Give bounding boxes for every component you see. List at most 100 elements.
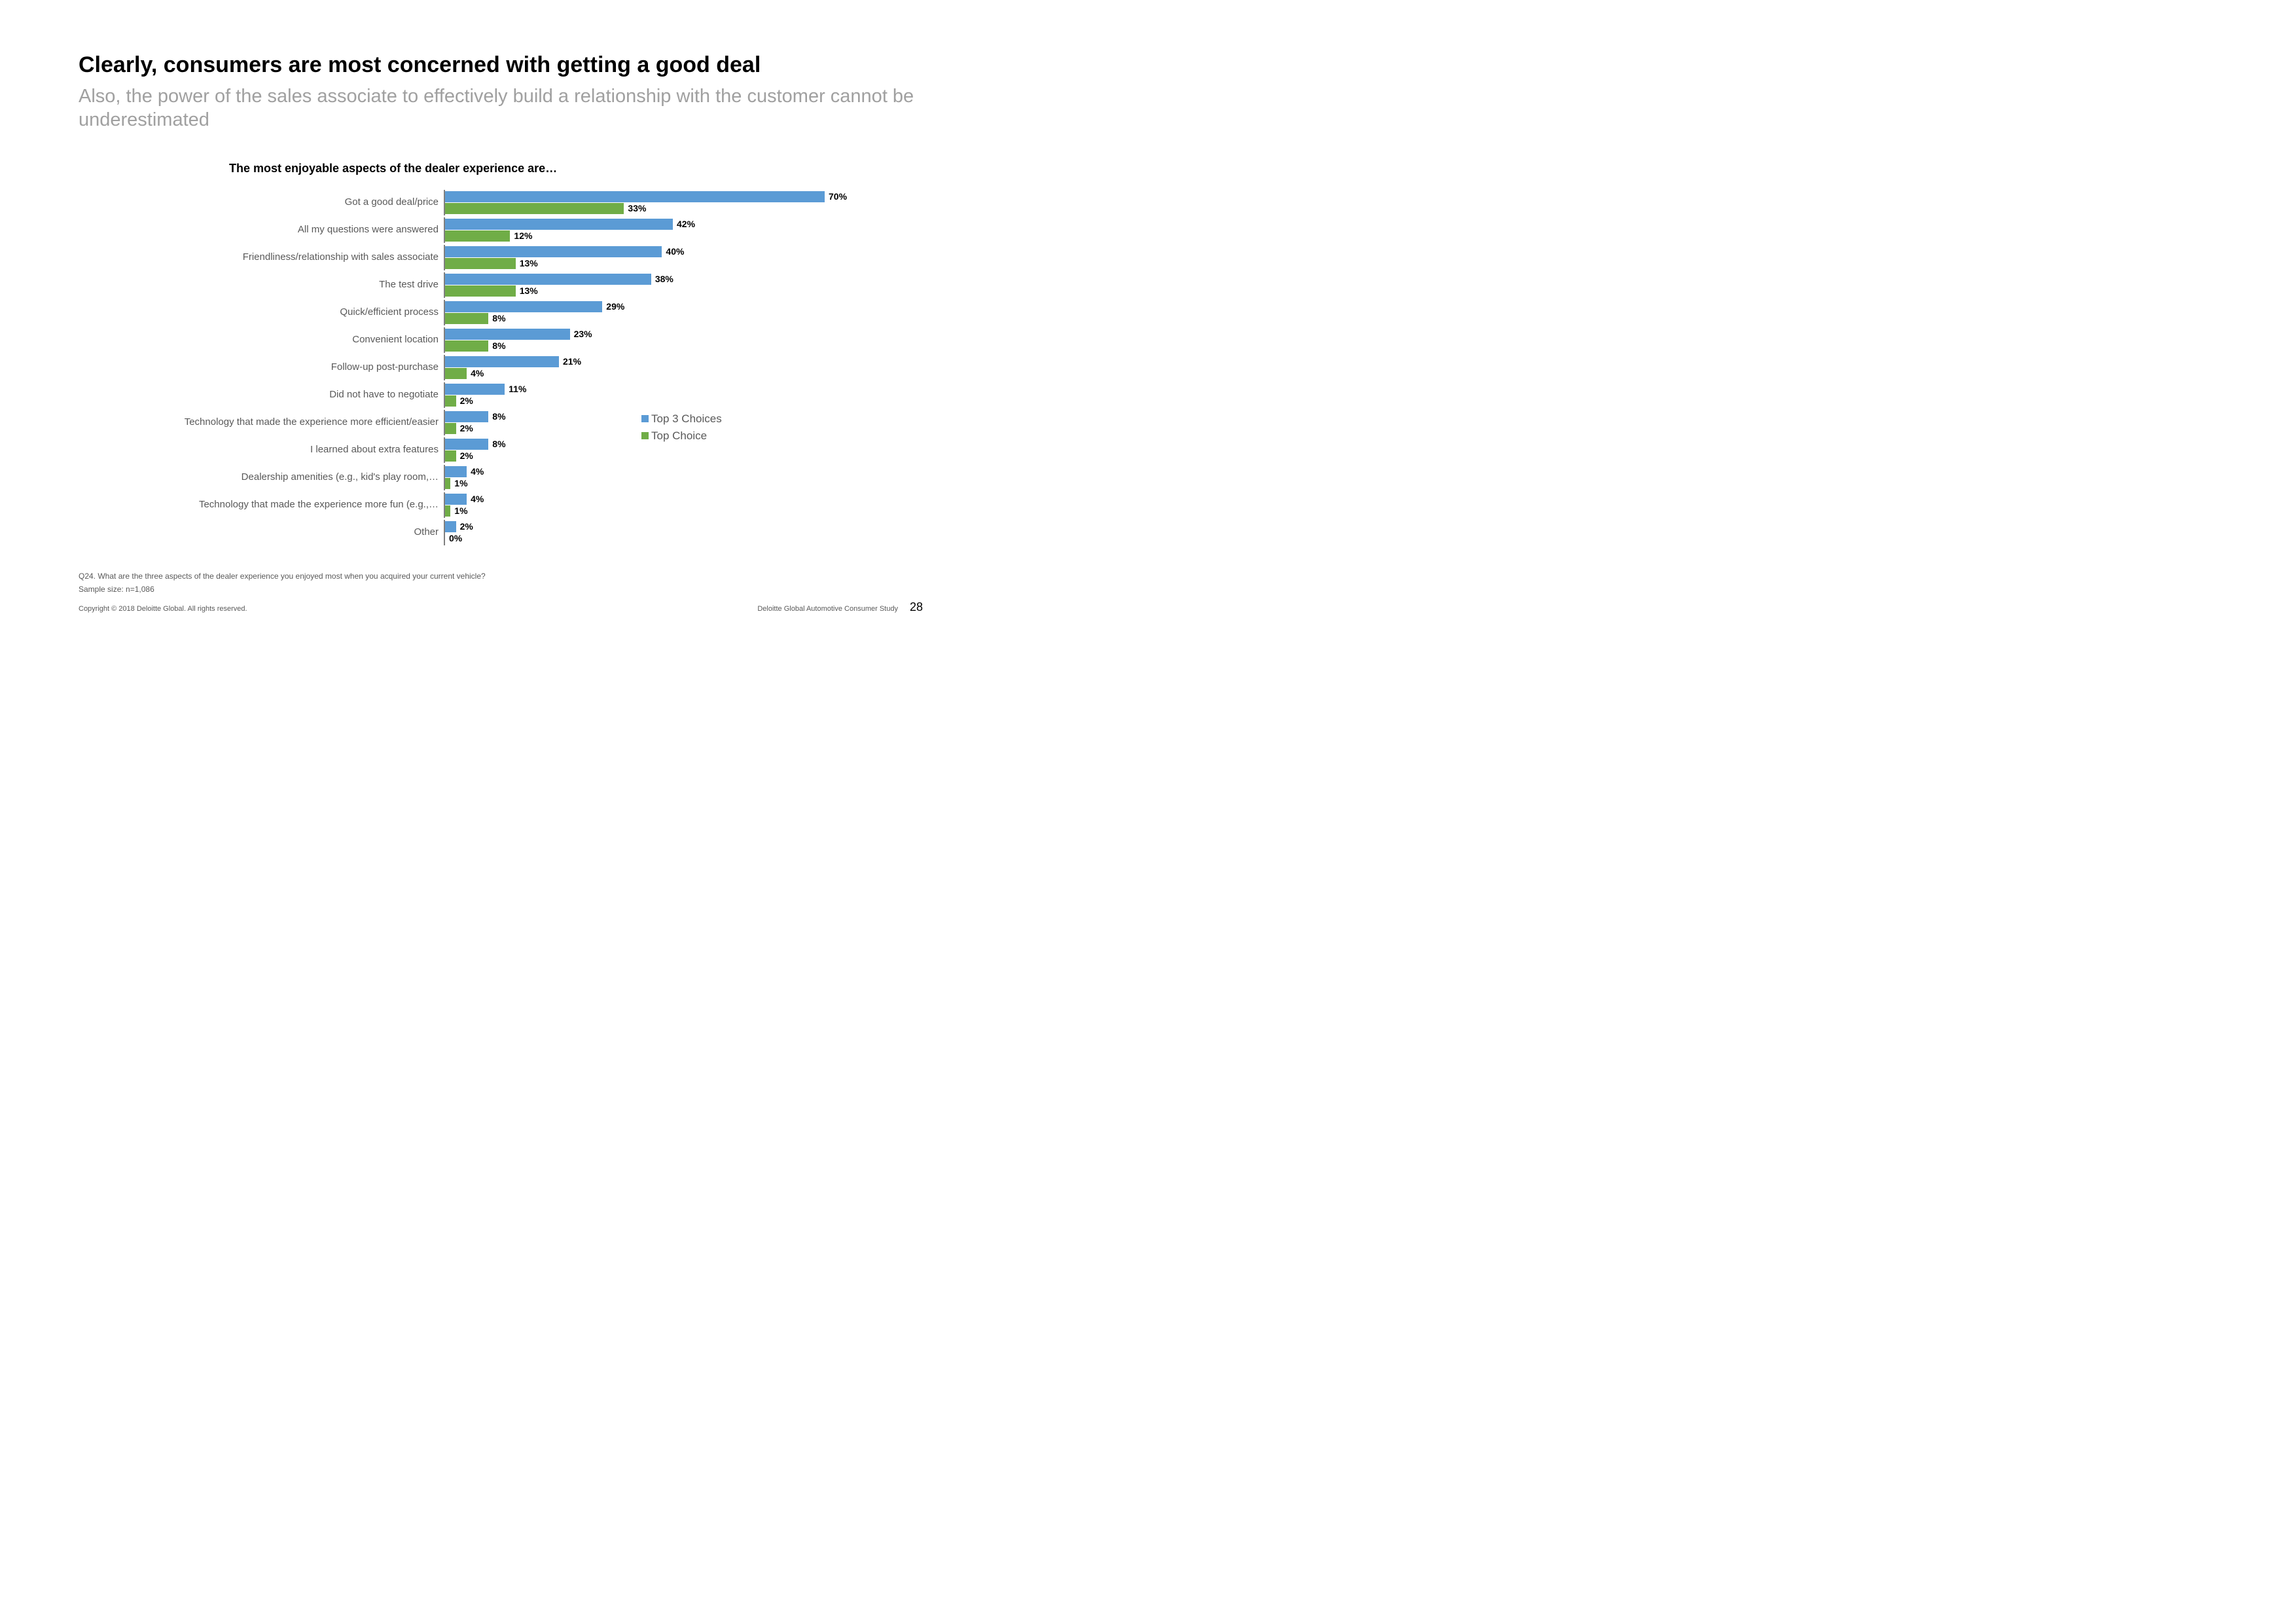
bar-top — [445, 395, 456, 407]
bar-value-top3: 29% — [606, 301, 624, 312]
category-label: Technology that made the experience more… — [79, 492, 444, 518]
page-subtitle: Also, the power of the sales associate t… — [79, 84, 923, 132]
category-label: I learned about extra features — [79, 437, 444, 463]
bar-value-top3: 8% — [492, 411, 505, 422]
bar-value-top: 2% — [460, 450, 473, 461]
category-label: All my questions were answered — [79, 217, 444, 243]
chart-row: I learned about extra features 8% 2% — [79, 437, 923, 463]
bar-group: 2%0% — [444, 520, 923, 545]
bar-group: 4% 1% — [444, 492, 923, 518]
bar-group: 40% 13% — [444, 245, 923, 270]
bar-top3 — [445, 521, 456, 532]
bar-value-top: 1% — [454, 505, 467, 516]
page-footer: Copyright © 2018 Deloitte Global. All ri… — [79, 600, 923, 614]
bar-value-top3: 40% — [666, 246, 684, 257]
bar-top3 — [445, 356, 559, 367]
bar-value-top3: 23% — [574, 329, 592, 339]
category-label: Follow-up post-purchase — [79, 355, 444, 380]
bar-value-top: 2% — [460, 395, 473, 406]
bar-top3 — [445, 274, 651, 285]
bar-top — [445, 313, 488, 324]
bar-top3 — [445, 246, 662, 257]
category-label: Other — [79, 520, 444, 545]
bar-group: 8% 2% — [444, 410, 923, 435]
bar-value-top3: 2% — [460, 521, 473, 532]
bar-value-top3: 70% — [829, 191, 847, 202]
chart-row: Convenient location 23% 8% — [79, 327, 923, 353]
bar-group: 8% 2% — [444, 437, 923, 463]
bar-group: 38% 13% — [444, 272, 923, 298]
bar-value-top: 8% — [492, 313, 505, 323]
category-label: Technology that made the experience more… — [79, 410, 444, 435]
footnotes: Q24. What are the three aspects of the d… — [79, 572, 923, 594]
footnote-sample: Sample size: n=1,086 — [79, 585, 923, 594]
chart-row: Follow-up post-purchase 21% 4% — [79, 355, 923, 380]
bar-top3 — [445, 219, 673, 230]
bar-value-top: 8% — [492, 340, 505, 351]
bar-group: 4% 1% — [444, 465, 923, 490]
bar-value-top: 12% — [514, 230, 532, 241]
bar-group: 23% 8% — [444, 327, 923, 353]
chart-row: Other2%0% — [79, 520, 923, 545]
category-label: The test drive — [79, 272, 444, 298]
footnote-question: Q24. What are the three aspects of the d… — [79, 572, 923, 581]
bar-value-top: 33% — [628, 203, 646, 213]
bar-group: 70% 33% — [444, 190, 923, 215]
bar-value-top3: 38% — [655, 274, 673, 284]
bar-group: 11% 2% — [444, 382, 923, 408]
bar-value-top3: 8% — [492, 439, 505, 449]
bar-value-top: 13% — [520, 285, 538, 296]
bar-top — [445, 258, 516, 269]
bar-value-top3: 42% — [677, 219, 695, 229]
bar-value-top: 13% — [520, 258, 538, 268]
category-label: Friendliness/relationship with sales ass… — [79, 245, 444, 270]
category-label: Got a good deal/price — [79, 190, 444, 215]
bar-top — [445, 505, 450, 517]
bar-top3 — [445, 384, 505, 395]
bar-value-top: 4% — [471, 368, 484, 378]
chart-row: Got a good deal/price 70% 33% — [79, 190, 923, 215]
chart-row: All my questions were answered 42% 12% — [79, 217, 923, 243]
category-label: Dealership amenities (e.g., kid's play r… — [79, 465, 444, 490]
page-title: Clearly, consumers are most concerned wi… — [79, 52, 923, 78]
chart-row: Technology that made the experience more… — [79, 410, 923, 435]
chart-row: Did not have to negotiate 11% 2% — [79, 382, 923, 408]
bar-value-top3: 11% — [509, 384, 526, 394]
bar-top3 — [445, 466, 467, 477]
bar-top — [445, 423, 456, 434]
bar-value-top: 0% — [449, 533, 462, 543]
bar-top — [445, 285, 516, 297]
page-number: 28 — [910, 600, 923, 614]
bar-top3 — [445, 191, 825, 202]
bar-group: 42% 12% — [444, 217, 923, 243]
bar-top — [445, 368, 467, 379]
bar-value-top3: 4% — [471, 466, 484, 477]
bar-top — [445, 230, 510, 242]
bar-chart: Top 3 ChoicesTop Choice Got a good deal/… — [79, 190, 923, 545]
category-label: Convenient location — [79, 327, 444, 353]
bar-top3 — [445, 301, 602, 312]
bar-top — [445, 478, 450, 489]
chart-row: The test drive 38% 13% — [79, 272, 923, 298]
bar-top3 — [445, 439, 488, 450]
bar-value-top: 2% — [460, 423, 473, 433]
category-label: Did not have to negotiate — [79, 382, 444, 408]
bar-top3 — [445, 411, 488, 422]
category-label: Quick/efficient process — [79, 300, 444, 325]
bar-top3 — [445, 494, 467, 505]
copyright-text: Copyright © 2018 Deloitte Global. All ri… — [79, 605, 247, 613]
bar-group: 29% 8% — [444, 300, 923, 325]
chart-row: Dealership amenities (e.g., kid's play r… — [79, 465, 923, 490]
chart-row: Friendliness/relationship with sales ass… — [79, 245, 923, 270]
chart-row: Quick/efficient process 29% 8% — [79, 300, 923, 325]
bar-top — [445, 203, 624, 214]
chart-title: The most enjoyable aspects of the dealer… — [229, 162, 923, 175]
chart-row: Technology that made the experience more… — [79, 492, 923, 518]
bar-top — [445, 340, 488, 352]
bar-group: 21% 4% — [444, 355, 923, 380]
bar-top — [445, 450, 456, 462]
bar-value-top3: 4% — [471, 494, 484, 504]
bar-top3 — [445, 329, 570, 340]
bar-value-top: 1% — [454, 478, 467, 488]
bar-value-top3: 21% — [563, 356, 581, 367]
